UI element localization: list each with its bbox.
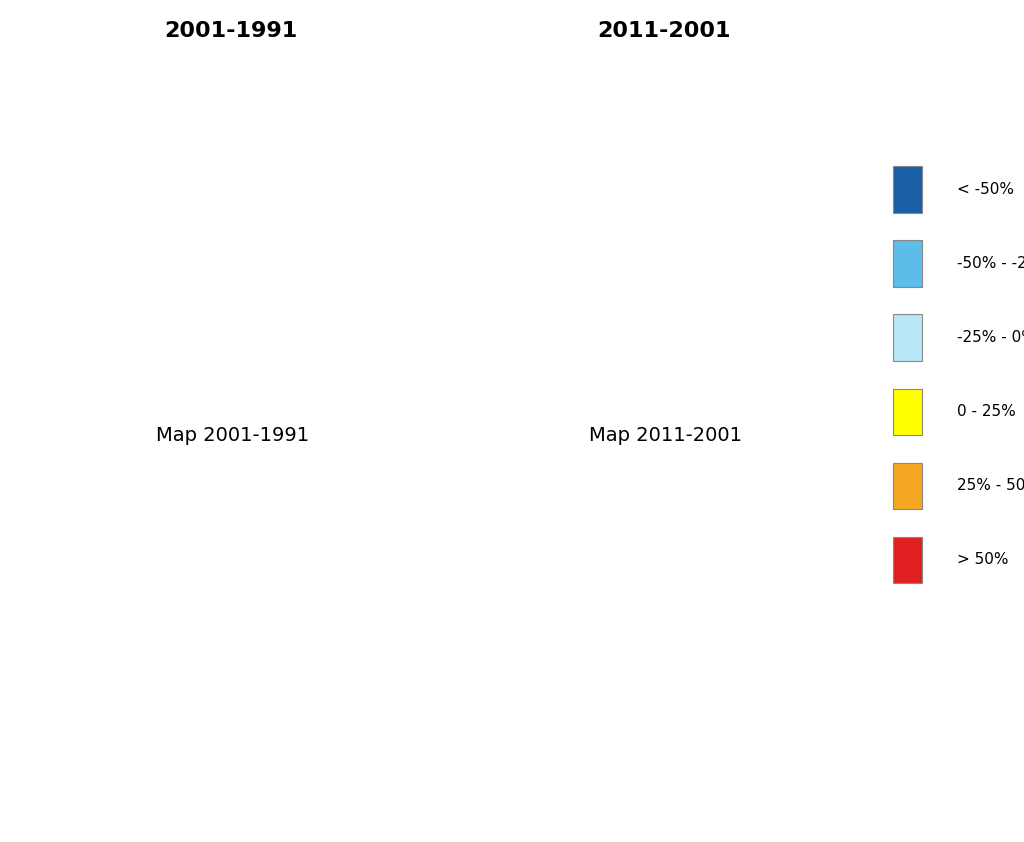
Text: 2001-1991: 2001-1991 — [164, 21, 297, 41]
Text: Map 2001-1991: Map 2001-1991 — [157, 426, 309, 445]
Text: < -50%: < -50% — [957, 182, 1015, 197]
Text: Map 2011-2001: Map 2011-2001 — [589, 426, 742, 445]
Text: 0 - 25%: 0 - 25% — [957, 404, 1016, 419]
Text: 2011-2001: 2011-2001 — [597, 21, 730, 41]
Text: 25% - 50%: 25% - 50% — [957, 478, 1024, 493]
Text: -50% - -25%: -50% - -25% — [957, 256, 1024, 271]
Text: > 50%: > 50% — [957, 552, 1009, 568]
Text: -25% - 0%: -25% - 0% — [957, 330, 1024, 345]
